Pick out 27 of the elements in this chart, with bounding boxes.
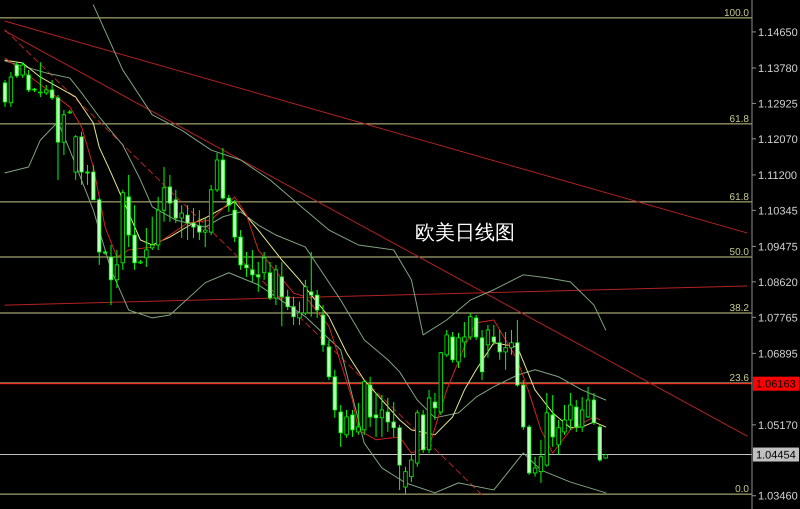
- ref-line-label: 1.06163: [756, 378, 796, 391]
- y-tick-label: 1.12070: [758, 134, 798, 146]
- y-tick-label: 1.06895: [758, 348, 798, 360]
- y-tick-label: 1.09475: [758, 241, 798, 254]
- annotation: 0.0: [735, 484, 750, 496]
- annotation: 50.0: [730, 246, 750, 258]
- y-tick-label: 1.10345: [758, 205, 798, 218]
- y-tick-label: 1.03460: [758, 490, 798, 503]
- line-series: [92, 4, 606, 336]
- y-tick-label: 1.05170: [758, 420, 798, 432]
- y-tick-label: 1.07765: [758, 312, 798, 324]
- candlestick: [244, 252, 249, 278]
- y-tick-label: 1.08620: [758, 276, 798, 289]
- y-tick-label: 1.11200: [758, 170, 797, 182]
- y-tick-label: 1.14650: [758, 26, 798, 39]
- annotation: 61.8: [730, 192, 750, 203]
- y-tick-label: 1.13780: [758, 62, 798, 75]
- annotation: 38.2: [730, 302, 750, 314]
- ref-line-label: 1.04454: [756, 450, 796, 462]
- annotation: 23.6: [730, 372, 750, 384]
- candlestick: [144, 227, 149, 268]
- annotation: 100.0: [724, 8, 750, 19]
- y-tick-label: 1.12925: [758, 98, 798, 110]
- annotation: 61.8: [730, 114, 750, 125]
- candlestick: [592, 392, 596, 426]
- line-series: [4, 121, 606, 494]
- text: 欧美日线图: [415, 221, 515, 244]
